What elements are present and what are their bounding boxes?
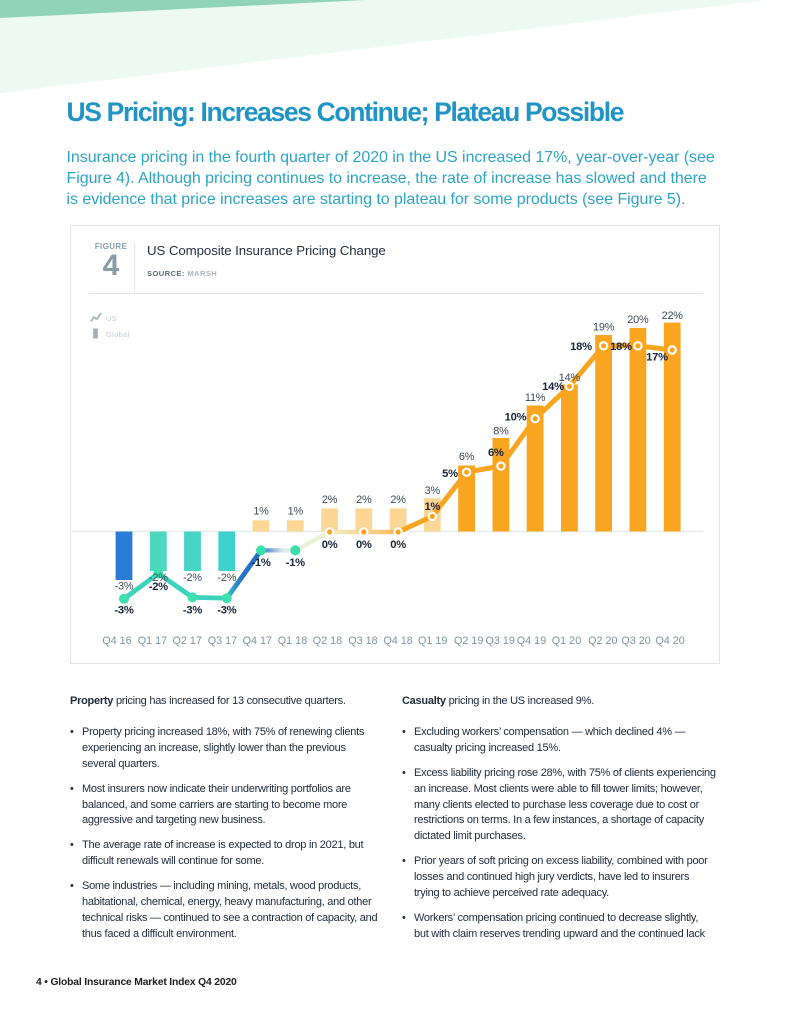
- svg-text:0%: 0%: [356, 539, 372, 551]
- svg-text:Q2 18: Q2 18: [313, 635, 342, 647]
- svg-text:14%: 14%: [559, 372, 581, 384]
- svg-text:Q1 19: Q1 19: [418, 635, 447, 647]
- svg-text:Q3 18: Q3 18: [348, 635, 377, 647]
- svg-text:14%: 14%: [542, 381, 564, 393]
- svg-text:-3%: -3%: [114, 605, 133, 617]
- svg-text:0%: 0%: [322, 539, 338, 551]
- svg-text:Q1 17: Q1 17: [138, 635, 167, 647]
- svg-text:11%: 11%: [525, 392, 546, 404]
- svg-text:-3%: -3%: [217, 605, 236, 617]
- svg-text:-3%: -3%: [183, 605, 202, 617]
- svg-text:-2%: -2%: [217, 572, 236, 584]
- svg-text:Q2 19: Q2 19: [454, 635, 483, 647]
- svg-text:Q3 20: Q3 20: [621, 635, 650, 647]
- svg-text:2%: 2%: [390, 494, 406, 506]
- svg-text:Q4 19: Q4 19: [517, 635, 546, 647]
- svg-text:6%: 6%: [459, 451, 475, 463]
- svg-text:3%: 3%: [425, 485, 441, 497]
- svg-text:Q1 18: Q1 18: [278, 635, 307, 647]
- svg-text:0%: 0%: [390, 539, 406, 551]
- svg-text:-1%: -1%: [286, 557, 305, 569]
- svg-text:18%: 18%: [610, 341, 632, 353]
- svg-text:Q4 16: Q4 16: [102, 635, 131, 647]
- svg-text:1%: 1%: [288, 506, 304, 518]
- svg-text:-3%: -3%: [115, 581, 134, 593]
- svg-text:Q3 17: Q3 17: [208, 635, 237, 647]
- svg-text:-1%: -1%: [251, 557, 270, 569]
- svg-text:5%: 5%: [442, 468, 458, 480]
- svg-text:-2%: -2%: [149, 572, 168, 584]
- svg-text:-2%: -2%: [183, 572, 202, 584]
- svg-text:2%: 2%: [356, 494, 372, 506]
- svg-text:8%: 8%: [493, 426, 509, 438]
- svg-text:-2%: -2%: [149, 581, 168, 593]
- svg-text:2%: 2%: [322, 494, 338, 506]
- svg-text:19%: 19%: [593, 322, 615, 334]
- svg-text:Q3 19: Q3 19: [485, 635, 514, 647]
- svg-text:18%: 18%: [570, 341, 592, 353]
- svg-text:1%: 1%: [253, 506, 269, 518]
- svg-text:17%: 17%: [646, 352, 668, 364]
- svg-text:Q1 20: Q1 20: [552, 635, 581, 647]
- svg-text:22%: 22%: [662, 310, 684, 322]
- svg-text:Q2 20: Q2 20: [588, 635, 617, 647]
- svg-text:Q4 18: Q4 18: [383, 635, 412, 647]
- svg-text:6%: 6%: [488, 447, 504, 459]
- svg-text:1%: 1%: [424, 501, 440, 513]
- svg-text:20%: 20%: [627, 314, 649, 326]
- svg-text:Q4 20: Q4 20: [655, 635, 684, 647]
- svg-text:Q4 17: Q4 17: [243, 635, 272, 647]
- svg-text:10%: 10%: [505, 411, 527, 423]
- svg-text:Q2 17: Q2 17: [172, 635, 201, 647]
